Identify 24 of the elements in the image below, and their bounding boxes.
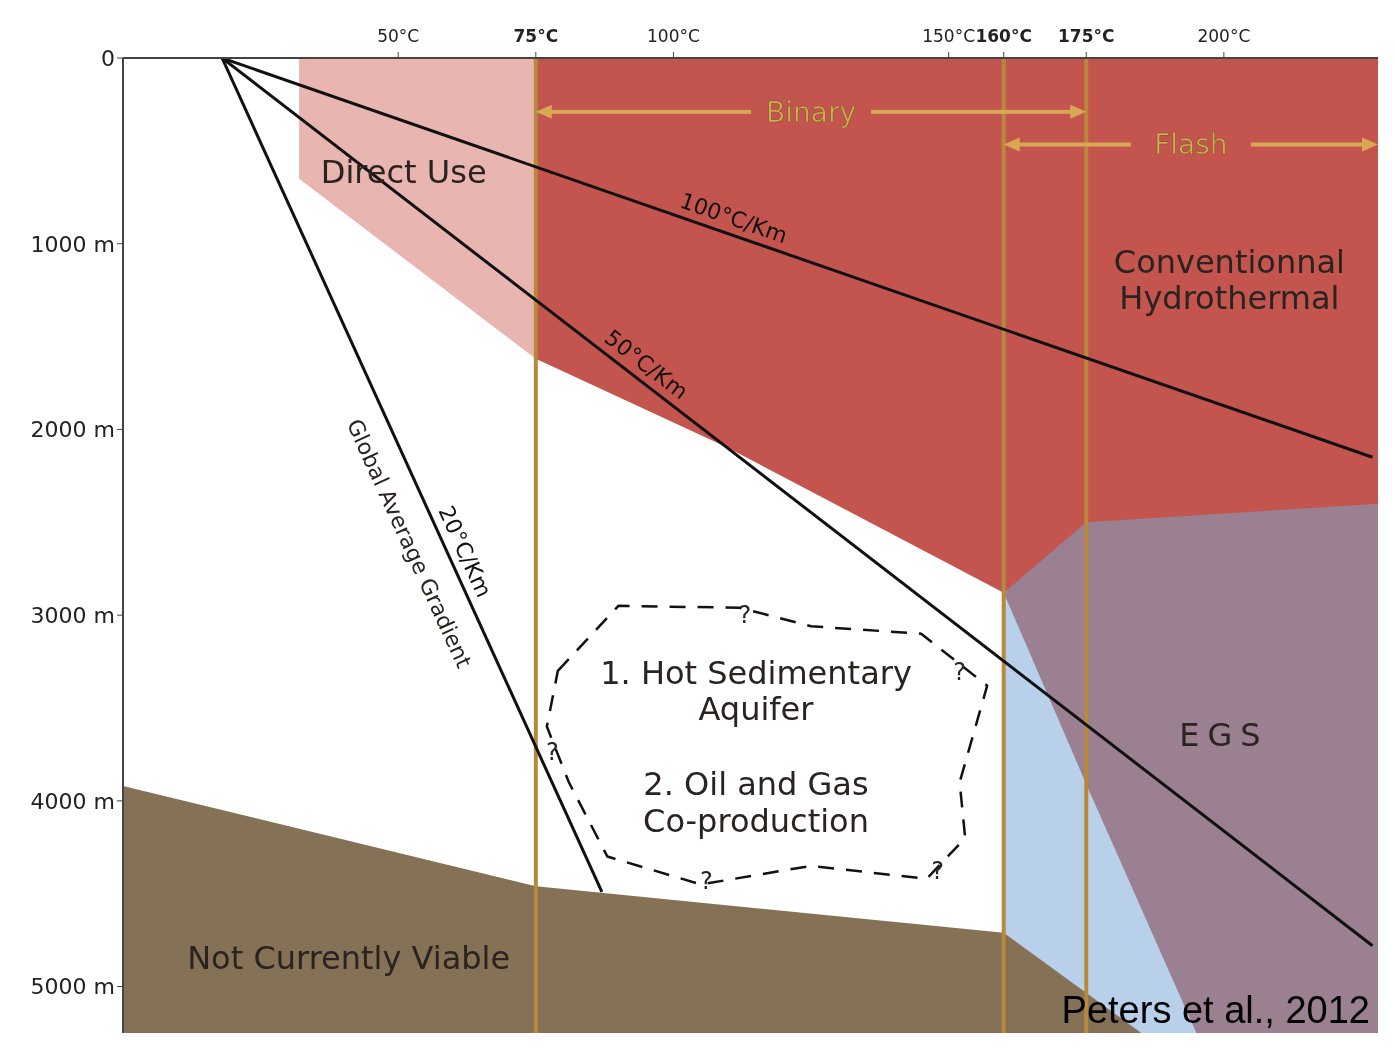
y-tick-label: 3000 m bbox=[30, 602, 115, 628]
y-tick-label: 1000 m bbox=[30, 231, 115, 257]
y-tick-label: 5000 m bbox=[30, 974, 115, 1000]
x-tick-label: 150°C bbox=[922, 26, 976, 46]
annotation: Flash bbox=[1154, 128, 1228, 162]
y-tick-label: 4000 m bbox=[30, 788, 115, 814]
annotation: ? bbox=[738, 600, 752, 629]
annotation: 1. Hot Sedimentary Aquifer bbox=[600, 653, 912, 729]
annotation: Not Currently Viable bbox=[187, 938, 511, 977]
x-tick-label: 175°C bbox=[1058, 26, 1115, 46]
y-tick-label: 2000 m bbox=[30, 417, 115, 443]
annotation: EGS bbox=[1179, 716, 1269, 755]
x-tick-label: 75°C bbox=[513, 26, 559, 46]
annotation: Binary bbox=[766, 95, 857, 129]
annotation: ? bbox=[953, 658, 967, 687]
x-tick-label: 100°C bbox=[647, 26, 700, 46]
annotation: ? bbox=[545, 738, 559, 767]
x-tick-label: 160°C bbox=[975, 26, 1032, 46]
annotation: ? bbox=[700, 867, 713, 896]
x-tick-label: 200°C bbox=[1197, 26, 1251, 46]
annotation: 2. Oil and Gas Co-production bbox=[643, 765, 869, 840]
x-tick-label: 50°C bbox=[377, 26, 420, 46]
y-tick-label: 0 bbox=[101, 45, 115, 71]
annotation: Conventionnal Hydrothermal bbox=[1113, 242, 1345, 318]
